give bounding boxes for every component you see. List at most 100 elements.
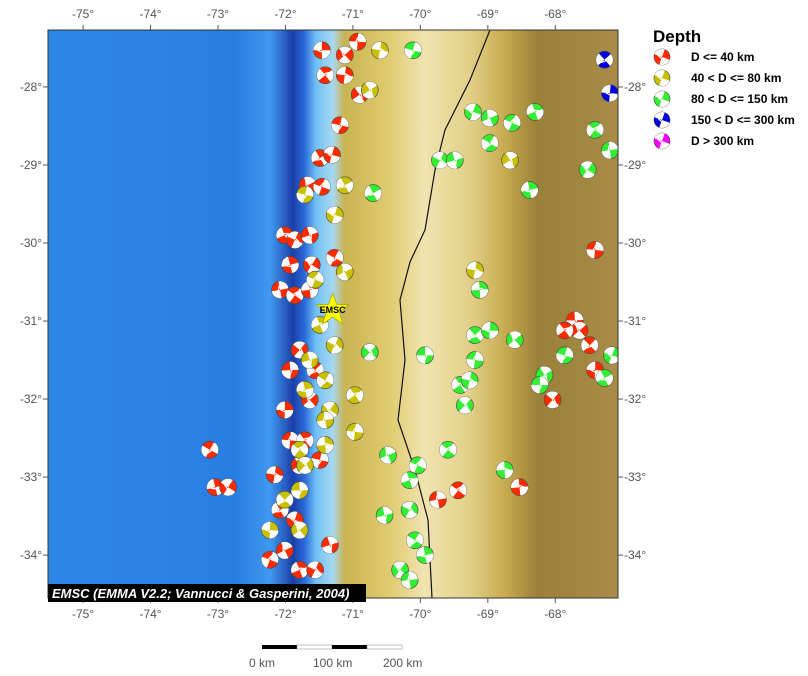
focal-mechanism bbox=[449, 481, 467, 500]
legend-title: Depth bbox=[653, 27, 701, 46]
lon-tick-label: -70° bbox=[409, 607, 431, 621]
focal-mechanism bbox=[466, 261, 484, 280]
scale-bar: 0 km 100 km 200 km bbox=[249, 644, 422, 670]
lat-tick-label: -29° bbox=[20, 158, 42, 172]
legend-swatch-icon bbox=[653, 132, 671, 150]
focal-mechanism bbox=[456, 396, 474, 415]
lat-tick-label: -30° bbox=[20, 236, 42, 250]
focal-mechanisms bbox=[201, 32, 618, 589]
focal-mechanism bbox=[275, 541, 294, 560]
focal-mechanism bbox=[400, 471, 419, 489]
lon-tick-label: -75° bbox=[72, 607, 94, 621]
focal-mechanism bbox=[464, 103, 482, 121]
focal-mechanism bbox=[336, 176, 354, 195]
lon-tick-label: -72° bbox=[274, 607, 296, 621]
focal-mechanism bbox=[481, 134, 499, 152]
focal-mechanism bbox=[503, 114, 521, 132]
focal-mechanism bbox=[406, 531, 424, 550]
focal-mechanism bbox=[364, 184, 382, 202]
focal-mechanism bbox=[346, 423, 364, 441]
map-area: EMSC bbox=[48, 30, 618, 598]
focal-mechanism bbox=[570, 321, 589, 340]
depth-legend: Depth D <= 40 km 40 < D <= 80 km 80 < D <=… bbox=[653, 27, 795, 150]
legend-swatch-icon bbox=[653, 90, 671, 108]
focal-mechanism bbox=[429, 490, 447, 509]
focal-mechanism bbox=[286, 286, 304, 305]
focal-mechanism bbox=[316, 411, 335, 429]
focal-mechanism bbox=[306, 270, 324, 289]
focal-mechanism bbox=[286, 231, 304, 249]
focal-mechanism bbox=[306, 561, 324, 579]
focal-mechanism bbox=[520, 181, 539, 199]
focal-mechanism bbox=[543, 391, 562, 409]
lat-tick-label: -32° bbox=[20, 392, 42, 406]
focal-mechanism bbox=[439, 440, 457, 459]
credit-box: EMSC (EMMA V2.2; Vannucci & Gasperini, 2… bbox=[48, 584, 366, 602]
focal-mechanism bbox=[481, 321, 499, 340]
lon-tick-label: -69° bbox=[477, 607, 499, 621]
lat-tick-label: -30° bbox=[624, 236, 646, 250]
focal-mechanism bbox=[510, 478, 529, 497]
focal-mechanism bbox=[416, 346, 434, 365]
focal-mechanism bbox=[325, 249, 344, 267]
focal-mechanism bbox=[595, 50, 614, 69]
focal-mechanism bbox=[321, 536, 339, 554]
focal-mechanism bbox=[601, 141, 618, 159]
focal-mechanism bbox=[281, 256, 299, 274]
focal-mechanism bbox=[481, 109, 499, 127]
focal-mechanism bbox=[316, 66, 335, 85]
focal-mechanism bbox=[360, 343, 379, 362]
focal-mechanism bbox=[296, 185, 314, 204]
focal-mechanism bbox=[302, 256, 321, 274]
focal-mechanism bbox=[346, 386, 364, 404]
focal-mechanism bbox=[300, 351, 319, 369]
axis-ticks: -75° -75° -74° -74° -73° -73° -72° -72° -71° -71°… bbox=[20, 7, 647, 621]
focal-mechanism bbox=[530, 376, 549, 394]
focal-mechanism bbox=[466, 351, 484, 369]
lat-tick-label: -32° bbox=[624, 392, 646, 406]
focal-mechanism bbox=[555, 321, 574, 340]
focal-mechanism bbox=[400, 501, 419, 519]
lat-tick-label: -33° bbox=[20, 470, 42, 484]
lat-tick-label: -33° bbox=[624, 470, 646, 484]
star-label: EMSC bbox=[320, 305, 347, 315]
focal-mechanism bbox=[331, 116, 349, 134]
focal-mechanism bbox=[526, 103, 544, 121]
focal-mechanism bbox=[416, 546, 434, 564]
lon-tick-label: -68° bbox=[544, 7, 566, 21]
focal-mechanism bbox=[313, 41, 331, 60]
focal-mechanism bbox=[501, 151, 519, 170]
lon-tick-label: -71° bbox=[342, 7, 364, 21]
lon-tick-label: -73° bbox=[207, 7, 229, 21]
focal-mechanism bbox=[219, 478, 237, 497]
focal-mechanism bbox=[586, 121, 604, 139]
lat-tick-label: -31° bbox=[624, 314, 646, 328]
lat-tick-label: -28° bbox=[624, 80, 646, 94]
focal-mechanism bbox=[505, 330, 524, 349]
focal-mechanism bbox=[275, 401, 294, 419]
focal-mechanism bbox=[271, 281, 289, 299]
focal-mechanism bbox=[290, 521, 309, 539]
legend-swatch-icon bbox=[653, 69, 671, 87]
lon-tick-label: -75° bbox=[72, 7, 94, 21]
focal-mechanism bbox=[379, 446, 397, 465]
focal-mechanism bbox=[296, 456, 314, 475]
focal-mechanism bbox=[261, 521, 279, 539]
focal-mechanism bbox=[408, 456, 427, 475]
focal-mechanism bbox=[325, 336, 344, 355]
lon-tick-label: -70° bbox=[409, 7, 431, 21]
focal-mechanism bbox=[375, 506, 394, 525]
scale-label-0: 0 km bbox=[249, 656, 275, 670]
focal-mechanism bbox=[400, 571, 419, 589]
lon-tick-label: -74° bbox=[139, 607, 161, 621]
focal-mechanism bbox=[300, 226, 319, 244]
focal-mechanism bbox=[580, 336, 599, 355]
legend-item-label: 150 < D <= 300 km bbox=[691, 113, 795, 127]
legend-swatch-icon bbox=[653, 48, 671, 66]
focal-mechanism bbox=[336, 46, 354, 64]
scale-label-200: 200 km bbox=[383, 656, 422, 670]
lat-tick-label: -34° bbox=[624, 548, 646, 562]
focal-mechanism bbox=[275, 490, 294, 509]
lon-tick-label: -72° bbox=[274, 7, 296, 21]
lat-tick-label: -31° bbox=[20, 314, 42, 328]
